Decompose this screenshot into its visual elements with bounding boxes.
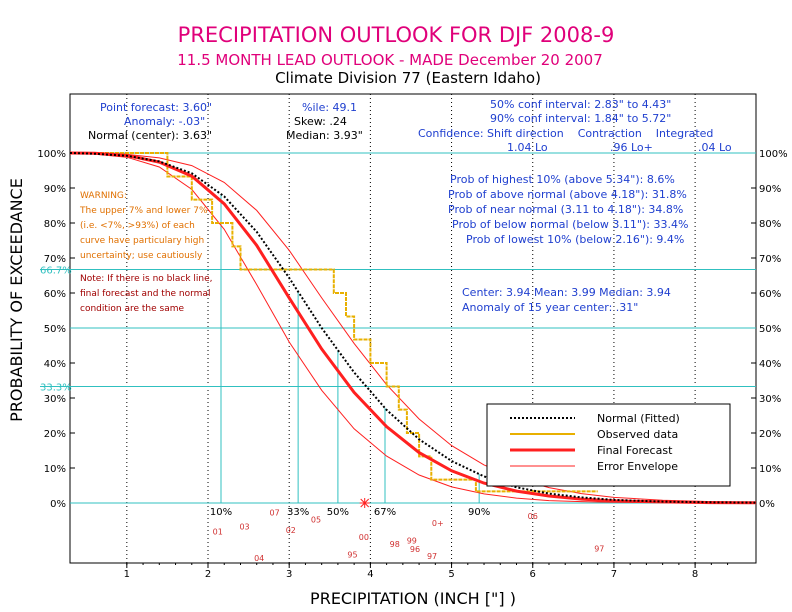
y-axis-title: PROBABILITY OF EXCEEDANCE [7, 178, 26, 422]
year-label: 02 [286, 526, 296, 535]
warning-line-4: curve have particulary high [80, 236, 204, 246]
error-envelope-lower-line [69, 152, 757, 504]
prob-highest: Prob of highest 10% (above 5.34"): 8.6% [450, 173, 675, 186]
legend-label-observed: Observed data [597, 428, 678, 441]
y-tick-label-right: 50% [759, 324, 781, 335]
note-line-2: final forecast and the normal [80, 289, 210, 299]
x-tick-label: 3 [286, 569, 292, 580]
x-tick-label: 5 [448, 569, 454, 580]
warning-line-5: uncertainty; use cautiously [80, 251, 203, 261]
warning-line-1: WARNING: [80, 191, 127, 201]
year-label: 95 [347, 550, 357, 559]
y-tick-label-left: 30% [44, 394, 66, 405]
x-tick-label: 6 [530, 569, 536, 580]
y-tick-label-right: 20% [759, 429, 781, 440]
point-forecast-marker [359, 498, 370, 508]
y-tick-label-left: 0% [50, 499, 66, 510]
x-axis-title: PRECIPITATION (INCH ["] ) [310, 589, 516, 608]
climate-division: Climate Division 77 (Eastern Idaho) [275, 69, 541, 87]
shift-value: 1.04 Lo [507, 141, 548, 154]
y-tick-label-left: 60% [44, 289, 66, 300]
y-tick-label-left: 100% [37, 149, 66, 160]
median-text: Median: 3.93" [286, 129, 363, 142]
integrated-value: .04 Lo [698, 141, 732, 154]
note-line-3: condition are the same [80, 304, 184, 314]
year-label: 97 [594, 544, 604, 553]
center-stats: Center: 3.94 Mean: 3.99 Median: 3.94 [462, 286, 671, 299]
year-label: 96 [410, 545, 420, 554]
year-label: 97 [427, 552, 437, 561]
year-label: 99 [407, 536, 417, 545]
legend-label-normal: Normal (Fitted) [597, 412, 680, 425]
prob-below: Prob of below normal (below 3.11"): 33.4… [452, 218, 688, 231]
anomaly-text: Anomaly: -.03" [124, 115, 205, 128]
prob-near: Prob of near normal (3.11 to 4.18"): 34.… [448, 203, 683, 216]
year-label: 00 [359, 533, 369, 542]
percentile-label: 33% [287, 507, 309, 518]
prob-lowest: Prob of lowest 10% (below 2.16"): 9.4% [466, 233, 684, 246]
y-tick-label-right: 100% [759, 149, 788, 160]
x-tick-label: 7 [611, 569, 617, 580]
legend: Normal (Fitted) Observed data Final Fore… [486, 403, 731, 487]
chart-subtitle: 11.5 MONTH LEAD OUTLOOK - MADE December … [177, 51, 603, 69]
y-tick-label-right: 70% [759, 254, 781, 265]
y-tick-label-right: 90% [759, 184, 781, 195]
y-tick-label-left: 50% [44, 324, 66, 335]
x-tick-label: 8 [692, 569, 698, 580]
legend-label-envelope: Error Envelope [597, 460, 678, 473]
year-label: 07 [269, 508, 279, 517]
percentile-label: 90% [468, 507, 490, 518]
prob-above: Prob of above normal (above 4.18"): 31.8… [448, 188, 687, 201]
point-forecast-text: Point forecast: 3.60" [100, 101, 212, 114]
y-tick-label-right: 60% [759, 289, 781, 300]
observed-data-line [70, 152, 598, 493]
y-tick-label-right: 80% [759, 219, 781, 230]
year-label: 0+ [432, 519, 444, 528]
percentile-label: 67% [374, 507, 396, 518]
y-tick-label-left: 20% [44, 429, 66, 440]
normal-fitted-line [69, 152, 757, 504]
x-tick-label: 4 [367, 569, 373, 580]
skew-text: Skew: .24 [294, 115, 347, 128]
warning-line-3: (i.e. <7%, >93%) of each [80, 221, 195, 231]
confidence-header: Confidence: Shift direction Contraction … [418, 127, 713, 140]
year-label: 01 [213, 528, 223, 537]
y-tick-label-right: 40% [759, 359, 781, 370]
y-tick-label-right: 0% [759, 499, 775, 510]
percentile-text: %ile: 49.1 [302, 101, 357, 114]
note-line-1: Note: If there is no black line, [80, 274, 213, 284]
x-tick-label: 1 [124, 569, 130, 580]
anomaly-15yr: Anomaly of 15 year center: .31" [462, 301, 638, 314]
reference-line-label: 66.7% [40, 266, 72, 277]
legend-label-final: Final Forecast [597, 444, 673, 457]
percentile-label: 10% [210, 507, 232, 518]
final-forecast-line [69, 151, 757, 505]
year-label: 05 [311, 515, 321, 524]
reference-line-label: 33.3% [40, 382, 72, 393]
conf90-text: 90% conf interval: 1.84" to 5.72" [490, 112, 671, 125]
y-tick-label-left: 80% [44, 219, 66, 230]
year-label: 04 [254, 554, 264, 563]
y-tick-label-left: 90% [44, 184, 66, 195]
y-tick-label-left: 40% [44, 359, 66, 370]
year-label: 06 [528, 512, 538, 521]
percentile-label: 50% [327, 507, 349, 518]
y-tick-label-right: 10% [759, 464, 781, 475]
x-tick-label: 2 [205, 569, 211, 580]
y-tick-label-left: 70% [44, 254, 66, 265]
year-label: 98 [390, 540, 400, 549]
conf50-text: 50% conf interval: 2.83" to 4.43" [490, 98, 671, 111]
normal-center-text: Normal (center): 3.63" [88, 129, 212, 142]
contraction-value: .96 Lo+ [610, 141, 653, 154]
chart-title: PRECIPITATION OUTLOOK FOR DJF 2008-9 [178, 23, 615, 47]
year-label: 03 [239, 522, 249, 531]
y-tick-label-right: 30% [759, 394, 781, 405]
y-tick-label-left: 10% [44, 464, 66, 475]
warning-line-2: The upper 7% and lower 7% [79, 206, 208, 216]
